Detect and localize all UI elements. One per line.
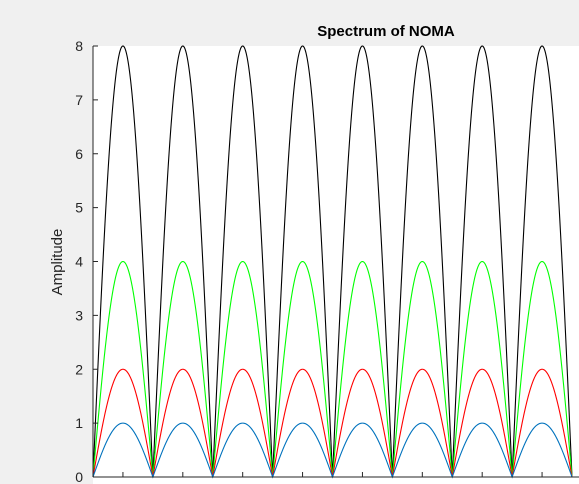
y-tick-label: 1: [75, 415, 83, 431]
y-tick-label: 0: [75, 469, 83, 484]
y-tick-label: 8: [75, 38, 83, 54]
chart-title: Spectrum of NOMA: [317, 23, 455, 40]
y-tick-label: 5: [75, 200, 83, 216]
y-tick-label: 4: [75, 254, 83, 270]
y-tick-label: 6: [75, 146, 83, 162]
axes-layer: 0 1 2 3 4 5 6 7 8: [75, 38, 579, 484]
y-tick-label: 7: [75, 92, 83, 108]
plot-area: [93, 46, 579, 484]
y-tick-label: 3: [75, 307, 83, 323]
y-axis-label: Amplitude: [49, 229, 66, 296]
y-tick-label: 2: [75, 361, 83, 377]
